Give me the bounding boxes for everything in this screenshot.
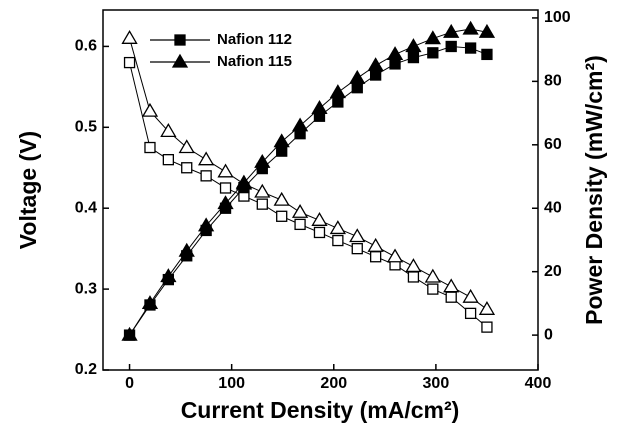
y2-tick-label: 80 bbox=[544, 73, 562, 90]
x-axis-label: Current Density (mA/cm²) bbox=[181, 397, 460, 423]
marker bbox=[123, 56, 136, 69]
marker bbox=[254, 153, 271, 168]
marker bbox=[367, 57, 384, 72]
marker bbox=[462, 20, 479, 35]
marker bbox=[424, 30, 441, 45]
marker bbox=[162, 154, 175, 166]
marker bbox=[478, 301, 496, 315]
marker bbox=[427, 47, 439, 59]
marker bbox=[217, 163, 234, 178]
y2-axis-label: Power Density (mW/cm²) bbox=[581, 55, 607, 325]
voltage-line bbox=[129, 38, 488, 310]
marker bbox=[276, 145, 288, 157]
marker bbox=[464, 42, 477, 54]
marker bbox=[332, 96, 344, 108]
marker bbox=[198, 151, 215, 166]
marker bbox=[351, 82, 363, 94]
marker bbox=[478, 23, 496, 38]
marker bbox=[121, 326, 138, 341]
marker bbox=[427, 283, 439, 295]
legend-marker bbox=[174, 34, 186, 46]
marker bbox=[160, 123, 177, 137]
marker bbox=[141, 295, 159, 310]
y2-tick-label: 60 bbox=[544, 136, 562, 153]
y-tick-label: 0.5 bbox=[75, 119, 97, 136]
legend-label: Nafion 115 bbox=[217, 53, 292, 70]
marker bbox=[386, 248, 404, 263]
marker bbox=[294, 218, 306, 231]
y2-tick-label: 20 bbox=[544, 263, 562, 280]
marker bbox=[144, 141, 156, 154]
marker bbox=[407, 271, 420, 283]
marker bbox=[389, 58, 401, 70]
marker bbox=[329, 84, 346, 99]
marker bbox=[443, 278, 460, 293]
marker bbox=[351, 243, 363, 255]
y-tick-label: 0.6 bbox=[75, 38, 97, 55]
marker bbox=[121, 30, 138, 44]
x-tick-label: 200 bbox=[320, 375, 347, 392]
marker bbox=[481, 321, 493, 333]
marker bbox=[217, 195, 234, 210]
y-axis-label: Voltage (V) bbox=[15, 131, 41, 249]
marker bbox=[349, 69, 366, 84]
y-tick-label: 0.2 bbox=[75, 361, 97, 378]
marker bbox=[369, 251, 382, 263]
marker bbox=[254, 183, 271, 198]
marker bbox=[386, 46, 404, 61]
marker bbox=[178, 139, 195, 154]
marker bbox=[445, 291, 457, 303]
marker bbox=[181, 162, 193, 174]
y-tick-label: 0.3 bbox=[75, 280, 97, 297]
marker bbox=[311, 100, 328, 114]
marker bbox=[256, 198, 268, 210]
plot-frame bbox=[102, 9, 539, 371]
marker bbox=[273, 133, 290, 148]
marker bbox=[200, 170, 212, 182]
marker bbox=[462, 288, 479, 303]
marker bbox=[141, 102, 159, 117]
y2-tick-label: 100 bbox=[544, 9, 571, 26]
x-tick-label: 400 bbox=[525, 375, 552, 392]
marker bbox=[481, 48, 493, 61]
marker bbox=[273, 191, 290, 206]
marker bbox=[407, 51, 420, 64]
marker bbox=[424, 268, 441, 283]
marker bbox=[198, 217, 215, 232]
x-tick-label: 100 bbox=[218, 375, 245, 392]
y-tick-label: 0.4 bbox=[75, 199, 97, 216]
marker bbox=[405, 38, 422, 53]
marker bbox=[313, 226, 326, 239]
marker bbox=[160, 268, 177, 283]
marker bbox=[291, 203, 309, 218]
legend-marker bbox=[171, 53, 189, 68]
marker bbox=[349, 228, 366, 243]
x-tick-label: 300 bbox=[423, 375, 450, 392]
legend-label: Nafion 112 bbox=[217, 31, 292, 48]
marker bbox=[235, 174, 253, 189]
marker bbox=[276, 210, 288, 222]
marker bbox=[367, 237, 384, 252]
marker bbox=[332, 234, 344, 247]
marker bbox=[178, 242, 195, 257]
marker bbox=[405, 258, 422, 273]
y2-tick-label: 40 bbox=[544, 199, 562, 216]
marker bbox=[329, 220, 346, 235]
marker bbox=[219, 182, 232, 194]
y2-tick-label: 0 bbox=[544, 326, 553, 343]
x-tick-label: 0 bbox=[125, 375, 134, 392]
marker bbox=[291, 117, 309, 132]
marker bbox=[445, 40, 457, 53]
marker bbox=[464, 307, 477, 320]
marker bbox=[311, 212, 328, 226]
marker bbox=[443, 23, 460, 38]
marker bbox=[369, 69, 382, 81]
